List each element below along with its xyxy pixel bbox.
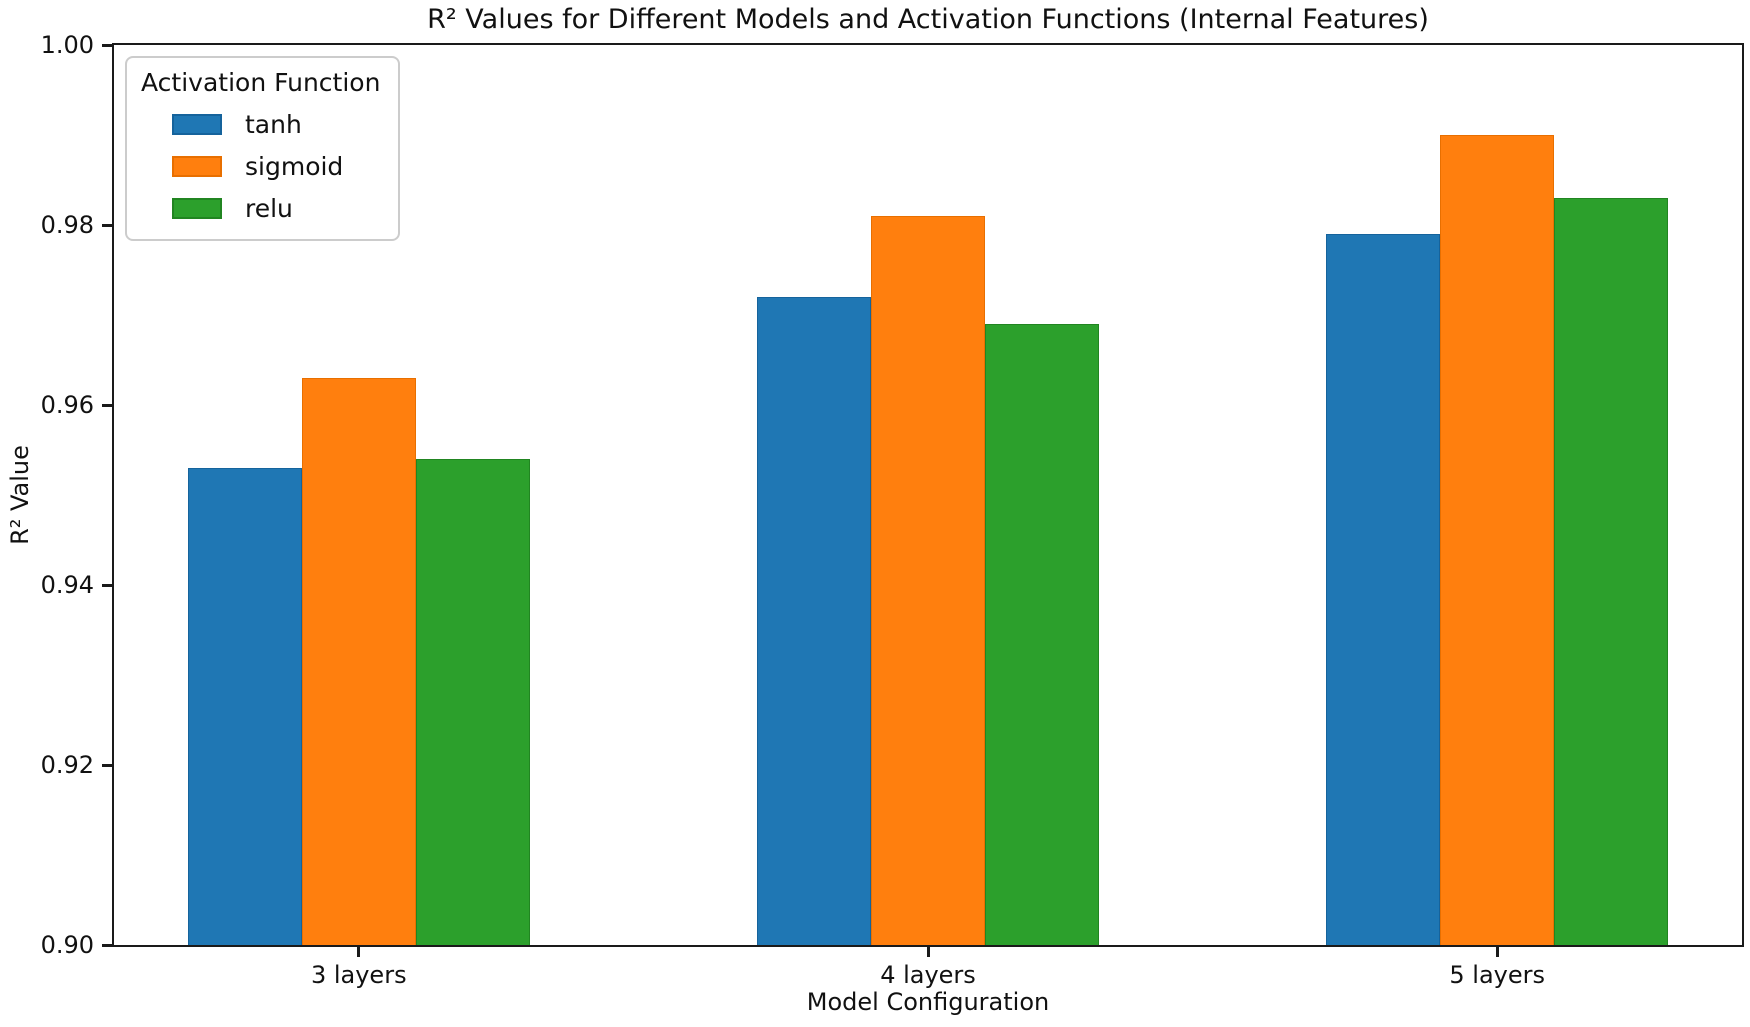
legend-label: relu — [245, 194, 293, 223]
legend-label: tanh — [245, 110, 302, 139]
y-tick-label: 0.90 — [40, 931, 94, 959]
bar-relu-3-layers — [415, 459, 530, 945]
y-tick-label: 0.98 — [40, 211, 94, 239]
legend-swatch-sigmoid — [172, 156, 222, 177]
bar-sigmoid-3-layers — [301, 378, 416, 945]
legend-entries: tanh sigmoid relu — [141, 110, 380, 223]
y-tick-label: 1.00 — [40, 31, 94, 59]
x-tick-label: 4 layers — [880, 961, 976, 989]
legend-swatch-relu — [172, 198, 222, 219]
bar-tanh-3-layers — [188, 468, 302, 945]
legend-entry-relu: relu — [141, 194, 380, 223]
legend-title: Activation Function — [141, 68, 381, 97]
chart-title: R² Values for Different Models and Activ… — [427, 4, 1429, 35]
legend-label: sigmoid — [245, 152, 344, 181]
y-tick-label: 0.92 — [40, 751, 94, 779]
legend-entry-sigmoid: sigmoid — [141, 152, 380, 181]
y-tick-mark — [102, 763, 112, 767]
x-tick-mark — [1495, 947, 1499, 957]
x-tick-mark — [926, 947, 930, 957]
legend-swatch-tanh — [172, 114, 222, 135]
y-axis-label: R² Value — [6, 445, 34, 545]
x-tick-mark — [357, 947, 361, 957]
y-tick-mark — [102, 583, 112, 587]
bar-sigmoid-5-layers — [1440, 135, 1555, 945]
legend-entry-tanh: tanh — [141, 110, 380, 139]
y-tick-label: 0.96 — [40, 391, 94, 419]
y-tick-mark — [102, 403, 112, 407]
x-tick-label: 3 layers — [310, 961, 407, 989]
bar-tanh-5-layers — [1326, 234, 1441, 945]
bar-tanh-4-layers — [757, 297, 872, 945]
bar-sigmoid-4-layers — [871, 216, 985, 945]
x-tick-label: 5 layers — [1449, 961, 1546, 989]
bar-relu-4-layers — [984, 324, 1099, 945]
y-tick-label: 0.94 — [40, 571, 94, 599]
y-tick-mark — [102, 943, 112, 947]
y-tick-mark — [102, 43, 112, 47]
plot-area: 1.00 0.98 0.96 0.94 0.92 0.90 3 layers 4 layer… — [41, 31, 1744, 989]
x-axis-label: Model Configuration — [806, 988, 1050, 1016]
bar-relu-5-layers — [1554, 198, 1668, 945]
legend: Activation Function tanh sigmoid relu — [125, 56, 401, 241]
y-tick-mark — [102, 223, 112, 227]
